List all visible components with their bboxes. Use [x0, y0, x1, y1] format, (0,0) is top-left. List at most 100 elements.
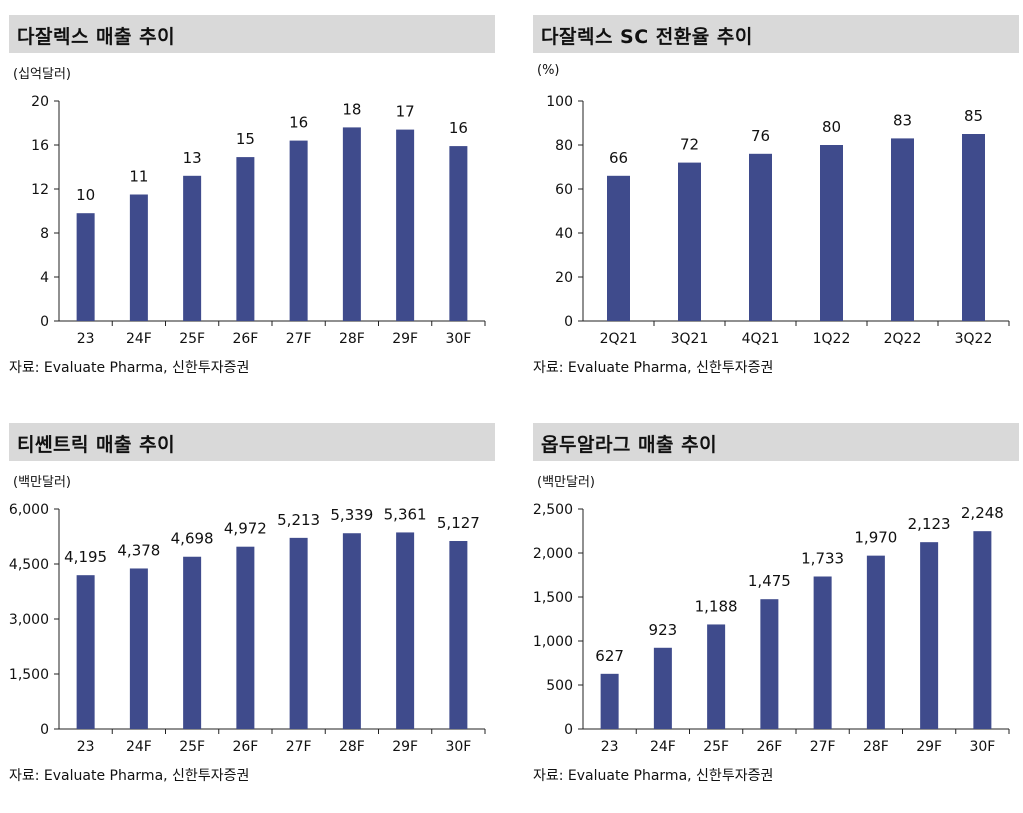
y-tick-label: 0: [564, 722, 573, 738]
data-label: 85: [964, 107, 983, 125]
bar-chart-darzalex-sales: 0 4 8 12 16 20 10 23 11 24F 13 25F 15 26F 16 27F 18 28F 17…: [31, 94, 486, 347]
bar: [449, 541, 468, 729]
x-tick-label: 29F: [392, 739, 418, 755]
unit-label: (십억달러): [13, 67, 71, 82]
bar: [76, 213, 95, 321]
bar: [973, 531, 992, 729]
x-tick-label: 2Q22: [884, 331, 922, 347]
x-tick-label: 28F: [863, 739, 889, 755]
bar: [76, 575, 95, 729]
x-tick-label: 25F: [703, 739, 729, 755]
x-tick-label: 2Q21: [600, 331, 638, 347]
x-tick-label: 30F: [445, 331, 471, 347]
chart-title-bar: 티쎈트릭 매출 추이: [9, 423, 495, 461]
y-tick-label: 2,500: [533, 502, 573, 518]
x-tick-label: 29F: [392, 331, 418, 347]
source-note: 자료: Evaluate Pharma, 신한투자증권: [533, 768, 774, 784]
data-label: 17: [396, 103, 415, 121]
source-note: 자료: Evaluate Pharma, 신한투자증권: [9, 768, 250, 784]
bar: [920, 542, 939, 729]
x-tick-label: 26F: [232, 331, 258, 347]
data-label: 66: [609, 149, 628, 167]
chart-panel-tecentriq-sales: 티쎈트릭 매출 추이 (백만달러) 0 1,500 3,000 4,500 6,000 4…: [9, 423, 495, 813]
x-tick-label: 30F: [969, 739, 995, 755]
bar: [678, 162, 701, 321]
source-note: 자료: Evaluate Pharma, 신한투자증권: [9, 360, 250, 376]
x-tick-label: 24F: [126, 331, 152, 347]
x-tick-label: 23: [601, 739, 619, 755]
bar: [396, 129, 415, 321]
unit-label: (%): [537, 63, 560, 78]
x-tick-label: 1Q22: [813, 331, 851, 347]
x-tick-label: 30F: [445, 739, 471, 755]
y-tick-label: 16: [31, 138, 49, 154]
y-tick-label: 1,500: [533, 590, 573, 606]
y-tick-label: 500: [546, 678, 573, 694]
y-tick-label: 60: [555, 182, 573, 198]
x-tick-label: 27F: [286, 331, 312, 347]
bar: [449, 146, 468, 321]
y-tick-label: 1,000: [533, 634, 573, 650]
data-label: 15: [236, 130, 255, 148]
bar: [760, 599, 779, 729]
x-tick-label: 24F: [650, 739, 676, 755]
bar: [396, 532, 415, 729]
y-tick-label: 4: [40, 270, 49, 286]
chart-title: 다잘렉스 SC 전환율 추이: [541, 26, 753, 48]
chart-title-bar: 다잘렉스 SC 전환율 추이: [533, 15, 1019, 53]
bar: [183, 175, 202, 321]
bar: [236, 546, 255, 729]
x-tick-label: 24F: [126, 739, 152, 755]
data-label: 16: [289, 114, 308, 132]
chart-panel-darzalex-sales: 다잘렉스 매출 추이 (십억달러) 0 4 8 12 16 20 10 23 11 24F 13 25…: [9, 15, 495, 405]
x-tick-label: 23: [77, 739, 95, 755]
data-label: 83: [893, 111, 912, 129]
chart-title: 옵두알라그 매출 추이: [541, 434, 718, 456]
x-tick-label: 27F: [286, 739, 312, 755]
unit-label: (백만달러): [13, 475, 71, 490]
bar: [749, 153, 772, 321]
chart-title-bar: 다잘렉스 매출 추이: [9, 15, 495, 53]
bar: [236, 157, 255, 321]
data-label: 76: [751, 127, 770, 145]
x-tick-label: 25F: [179, 739, 205, 755]
x-tick-label: 3Q21: [671, 331, 709, 347]
x-tick-label: 25F: [179, 331, 205, 347]
chart-title: 티쎈트릭 매출 추이: [17, 434, 176, 456]
bar: [600, 673, 619, 729]
bar: [607, 175, 630, 321]
source-note: 자료: Evaluate Pharma, 신한투자증권: [533, 360, 774, 376]
x-tick-label: 27F: [810, 739, 836, 755]
y-tick-label: 8: [40, 226, 49, 242]
bar: [129, 194, 148, 321]
data-label: 4,972: [224, 520, 267, 538]
x-tick-label: 3Q22: [955, 331, 993, 347]
bar-chart-tecentriq-sales: 0 1,500 3,000 4,500 6,000 4,195 23 4,378 24F 4,69…: [9, 502, 486, 755]
bar-chart-opdualag-sales: 0 500 1,000 1,500 2,000 2,500 627 23 923 24F 1,188…: [533, 502, 1010, 755]
data-label: 627: [595, 647, 624, 665]
data-label: 5,213: [277, 511, 320, 529]
y-tick-label: 0: [40, 314, 49, 330]
bar: [183, 556, 202, 729]
y-tick-label: 0: [564, 314, 573, 330]
y-tick-label: 20: [555, 270, 573, 286]
bar: [342, 127, 361, 322]
data-label: 4,698: [171, 530, 214, 548]
x-tick-label: 23: [77, 331, 95, 347]
data-label: 1,188: [695, 597, 738, 615]
y-tick-label: 3,000: [9, 612, 49, 628]
y-tick-label: 12: [31, 182, 49, 198]
y-tick-label: 6,000: [9, 502, 49, 518]
chart-title-bar: 옵두알라그 매출 추이: [533, 423, 1019, 461]
unit-label: (백만달러): [537, 475, 595, 490]
data-label: 5,361: [384, 505, 427, 523]
bar: [820, 145, 843, 321]
bar: [891, 138, 914, 321]
data-label: 72: [680, 136, 699, 154]
x-tick-label: 29F: [916, 739, 942, 755]
x-tick-label: 28F: [339, 331, 365, 347]
x-tick-label: 26F: [756, 739, 782, 755]
y-tick-label: 1,500: [9, 667, 49, 683]
data-label: 5,339: [330, 506, 373, 524]
data-label: 2,248: [961, 504, 1004, 522]
